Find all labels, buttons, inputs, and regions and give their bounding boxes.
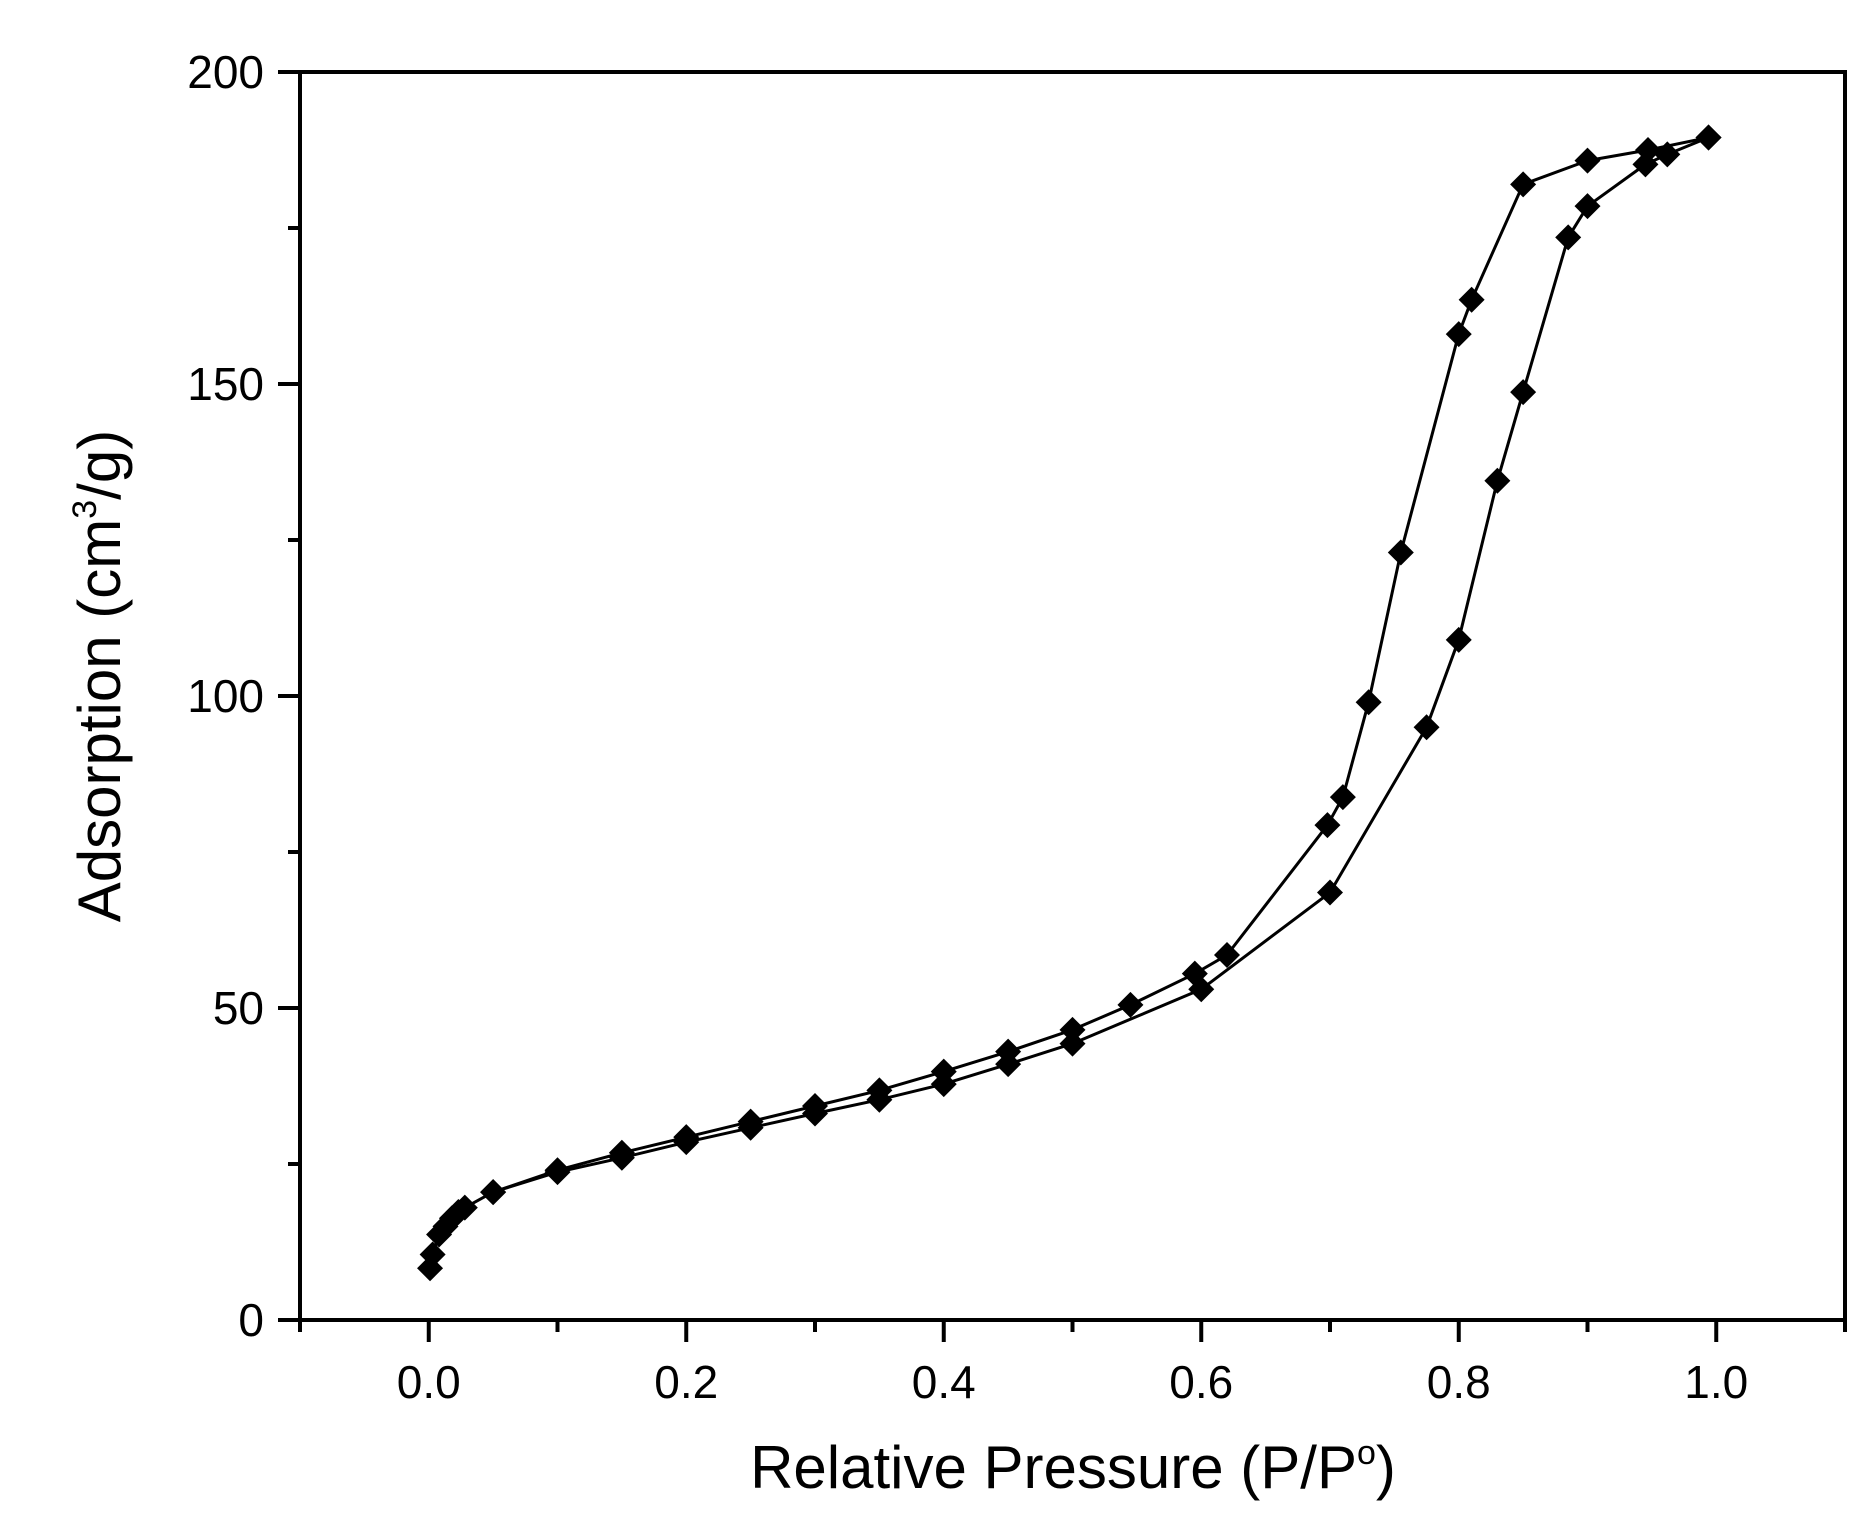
desorption-point <box>673 1124 700 1151</box>
tick-labels: 0.0 0.2 0.4 0.6 0.8 1.0 0 50 100 150 200 <box>187 46 1748 1408</box>
y-tick-label: 200 <box>187 46 264 98</box>
y-tick-label: 150 <box>187 358 264 410</box>
desorption-point <box>544 1157 571 1184</box>
adsorption-point <box>419 1241 446 1268</box>
adsorption-point <box>1413 714 1440 741</box>
adsorption-point <box>1555 224 1582 251</box>
desorption-point <box>930 1058 957 1085</box>
desorption-point <box>1117 991 1144 1018</box>
plot-frame <box>298 70 1847 1322</box>
desorption-point <box>802 1092 828 1119</box>
adsorption-point <box>1484 467 1511 494</box>
x-tick-label: 1.0 <box>1684 1356 1748 1408</box>
desorption-point <box>1355 689 1382 716</box>
adsorption-point <box>1654 141 1681 168</box>
x-tick-label: 0.4 <box>912 1356 976 1408</box>
x-axis-title: Relative Pressure (P/Po) <box>750 1434 1396 1501</box>
desorption-point <box>995 1038 1022 1065</box>
desorption-point <box>866 1077 893 1104</box>
x-tick-label: 0.8 <box>1427 1356 1491 1408</box>
desorption-point <box>1314 812 1341 839</box>
major-ticks <box>278 70 1719 1342</box>
desorption-point <box>1510 171 1537 198</box>
series-layer <box>417 124 1722 1282</box>
desorption-point <box>1458 286 1485 313</box>
desorption-line <box>492 136 1709 1194</box>
adsorption-point <box>1059 1030 1086 1057</box>
y-tick-label: 100 <box>187 670 264 722</box>
y-tick-label: 0 <box>238 1294 264 1346</box>
desorption-point <box>1329 784 1356 811</box>
adsorption-point <box>451 1194 478 1221</box>
x-tick-label: 0.6 <box>1169 1356 1233 1408</box>
desorption-point <box>480 1179 507 1206</box>
desorption-point <box>1445 321 1472 348</box>
desorption-point <box>1635 137 1662 163</box>
desorption-point <box>1059 1016 1086 1043</box>
desorption-point <box>1695 124 1722 151</box>
desorption-point <box>608 1139 635 1166</box>
x-tick-label: 0.0 <box>397 1356 461 1408</box>
adsorption-point <box>1445 626 1472 653</box>
y-axis-title: Adsorption (cm3/g) <box>66 430 133 922</box>
y-tick-label: 50 <box>213 982 264 1034</box>
adsorption-point <box>1317 879 1343 906</box>
desorption-point <box>1387 539 1414 566</box>
x-tick-label: 0.2 <box>654 1356 718 1408</box>
desorption-point <box>1181 960 1208 987</box>
minor-ticks <box>288 226 1847 1332</box>
desorption-point <box>737 1108 764 1135</box>
adsorption-point <box>1510 379 1537 406</box>
desorption-point <box>1574 147 1601 174</box>
desorption-point <box>1214 941 1240 968</box>
adsorption-point <box>1574 193 1601 220</box>
adsorption-line <box>428 136 1710 1269</box>
